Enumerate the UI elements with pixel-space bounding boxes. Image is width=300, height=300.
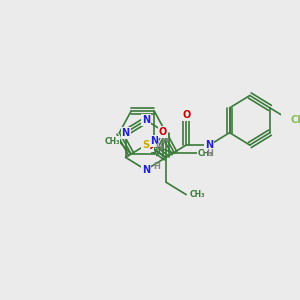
Text: N: N — [206, 140, 214, 150]
Text: Cl: Cl — [290, 115, 300, 125]
Text: CH₃: CH₃ — [190, 190, 205, 199]
Text: N: N — [142, 115, 150, 125]
Text: O: O — [145, 140, 153, 151]
Text: H: H — [153, 162, 160, 171]
Text: CH₃: CH₃ — [197, 149, 213, 158]
Text: H: H — [206, 149, 213, 158]
Text: H: H — [155, 143, 162, 152]
Text: N: N — [150, 136, 158, 146]
Text: N: N — [122, 128, 130, 138]
Text: O: O — [182, 110, 190, 120]
Text: S: S — [142, 140, 149, 150]
Text: N: N — [142, 165, 150, 175]
Text: CH₃: CH₃ — [104, 137, 120, 146]
Text: H: H — [161, 136, 168, 146]
Text: O: O — [159, 127, 167, 137]
